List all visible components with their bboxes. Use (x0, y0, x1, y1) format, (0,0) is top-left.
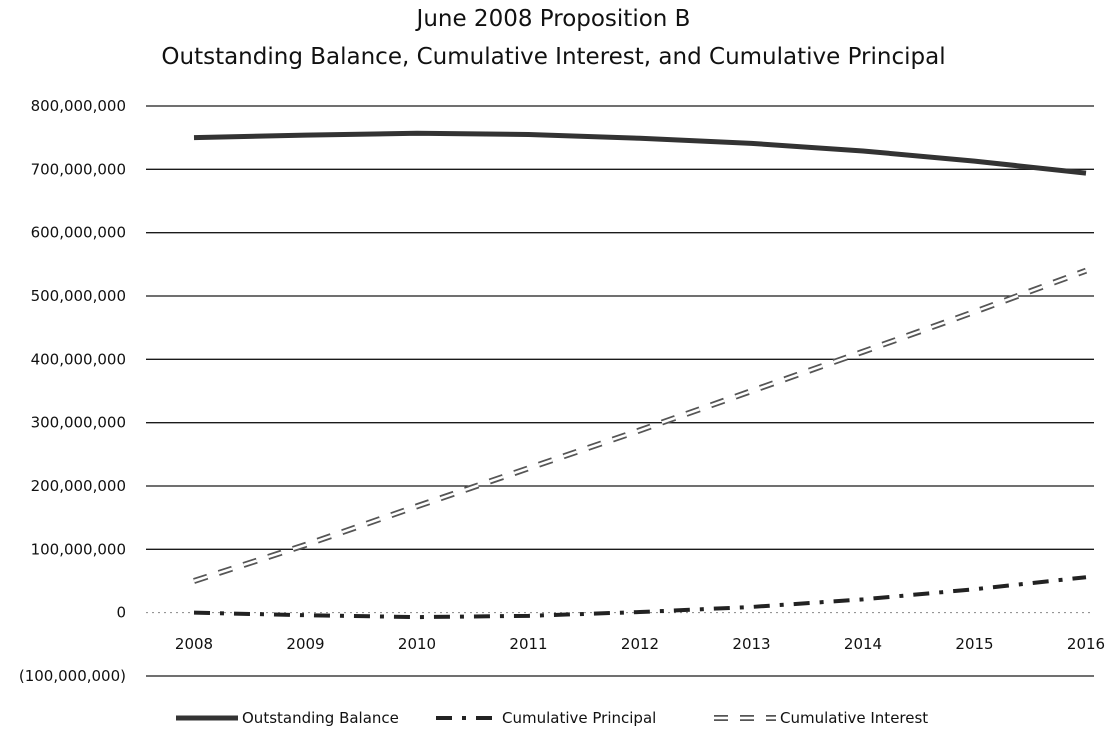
y-tick-label: 400,000,000 (31, 350, 126, 368)
gridlines (146, 105, 1094, 677)
legend-swatch-double-dash (714, 715, 776, 721)
series-cumulative-interest-line (193, 267, 1088, 584)
y-tick-label: 700,000,000 (31, 160, 126, 178)
y-tick-label: (100,000,000) (19, 667, 126, 685)
series-cumulative-principal-line (193, 575, 1087, 620)
chart-title: June 2008 Proposition B (416, 6, 691, 32)
y-tick-label: 100,000,000 (31, 540, 126, 558)
legend-item-cumulative-principal: Cumulative Principal (436, 706, 656, 730)
series-lines (193, 130, 1088, 620)
chart-plot: (100,000,000) 0 100,000,000 200,000,000 300,… (19, 97, 1105, 685)
y-tick-label: 600,000,000 (31, 224, 126, 242)
y-tick-label: 300,000,000 (31, 414, 126, 432)
legend-item-cumulative-interest: Cumulative Interest (714, 706, 928, 730)
x-tick-label: 2015 (955, 635, 993, 653)
x-tick-label: 2014 (844, 635, 882, 653)
x-tick-label: 2008 (175, 635, 213, 653)
series-outstanding-balance-line (193, 130, 1087, 176)
y-tick-label: 0 (116, 604, 126, 622)
legend-swatch-dashdot (436, 716, 498, 720)
y-tick-label: 500,000,000 (31, 287, 126, 305)
x-tick-label: 2016 (1067, 635, 1105, 653)
legend-label: Cumulative Principal (502, 709, 657, 727)
chart-subtitle: Outstanding Balance, Cumulative Interest… (161, 44, 946, 70)
y-tick-label: 800,000,000 (31, 97, 126, 115)
x-tick-label: 2009 (286, 635, 324, 653)
x-axis-ticks: 2008 2009 2010 2011 2012 2013 2014 2015 2016 (175, 635, 1105, 653)
legend-swatch-solid (176, 715, 238, 721)
legend-label: Cumulative Interest (780, 709, 929, 727)
x-tick-label: 2012 (621, 635, 659, 653)
x-tick-label: 2010 (398, 635, 436, 653)
x-tick-label: 2013 (732, 635, 770, 653)
legend-label: Outstanding Balance (242, 709, 399, 727)
legend: Outstanding Balance Cumulative Principal… (0, 706, 1107, 730)
y-tick-label: 200,000,000 (31, 477, 126, 495)
x-tick-label: 2011 (509, 635, 547, 653)
y-axis-ticks: (100,000,000) 0 100,000,000 200,000,000 300,… (19, 97, 126, 685)
legend-item-outstanding-balance: Outstanding Balance (176, 706, 399, 730)
